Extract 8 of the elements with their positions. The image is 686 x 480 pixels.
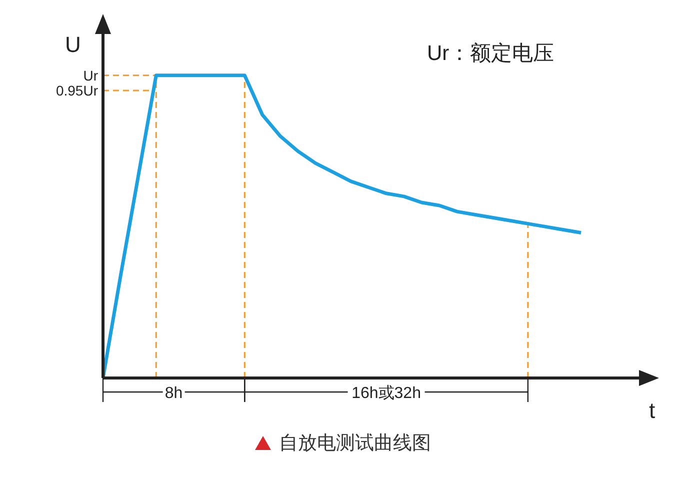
ref-line-label: 0.95Ur [56,82,98,98]
text: Ur：额定电压 [427,42,554,65]
text: 自放电测试曲线图 [279,432,431,456]
y-axis-title: U [65,32,81,57]
ref-line-label: Ur [83,67,98,84]
text: 8h [164,385,183,402]
text: 16h或32h [352,384,421,402]
x-axis-title: t [649,398,656,423]
